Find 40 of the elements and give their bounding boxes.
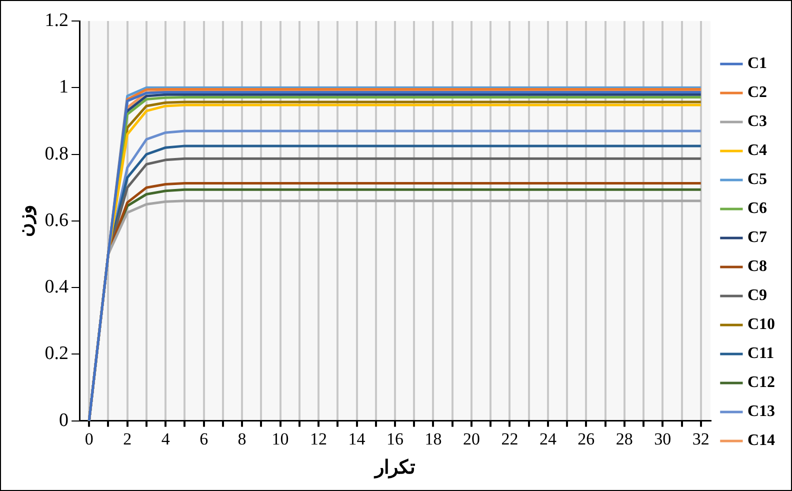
x-tick-label: 0 [84,429,94,448]
legend-label: C8 [747,258,768,276]
y-axis-title: وزن [15,204,36,237]
x-tick-label: 2 [123,429,132,448]
y-tick-label: 0.2 [44,343,69,364]
y-tick-label: 0.8 [44,143,69,164]
x-tick-label: 28 [616,429,633,448]
x-tick-label: 22 [501,429,518,448]
x-tick-label: 24 [539,429,557,448]
legend-label: C2 [747,84,768,102]
x-axis-title: تکرار [373,458,415,479]
x-tick-label: 14 [348,429,366,448]
legend-label: C13 [747,403,776,420]
x-tick-label: 12 [310,429,328,448]
x-tick-label: 32 [692,429,710,448]
legend-label: C4 [747,142,768,160]
legend-label: C7 [747,229,768,246]
y-tick-label: 1.2 [44,10,69,31]
x-tick-label: 18 [424,429,442,448]
y-tick-label: 0 [59,410,69,431]
x-tick-label: 10 [272,429,289,448]
y-tick-label: 0.4 [44,276,70,298]
legend-label: C10 [747,316,776,334]
x-tick-label: 16 [386,429,404,448]
legend-label: C14 [747,432,776,450]
legend-label: C12 [747,374,776,392]
x-tick-label: 30 [654,429,672,448]
x-tick-label: 6 [200,429,208,448]
x-tick-label: 8 [238,429,246,448]
legend-label: C1 [747,55,768,72]
legend-label: C6 [747,200,768,218]
x-tick-label: 20 [462,429,480,448]
legend-label: C11 [747,345,774,362]
legend-label: C3 [747,113,768,130]
y-tick-label: 0.6 [44,210,69,231]
legend-label: C9 [747,287,768,304]
y-tick-label: 1 [59,76,69,98]
x-tick-label: 26 [578,429,595,448]
x-tick-label: 4 [161,429,170,448]
legend-label: C5 [747,171,768,188]
